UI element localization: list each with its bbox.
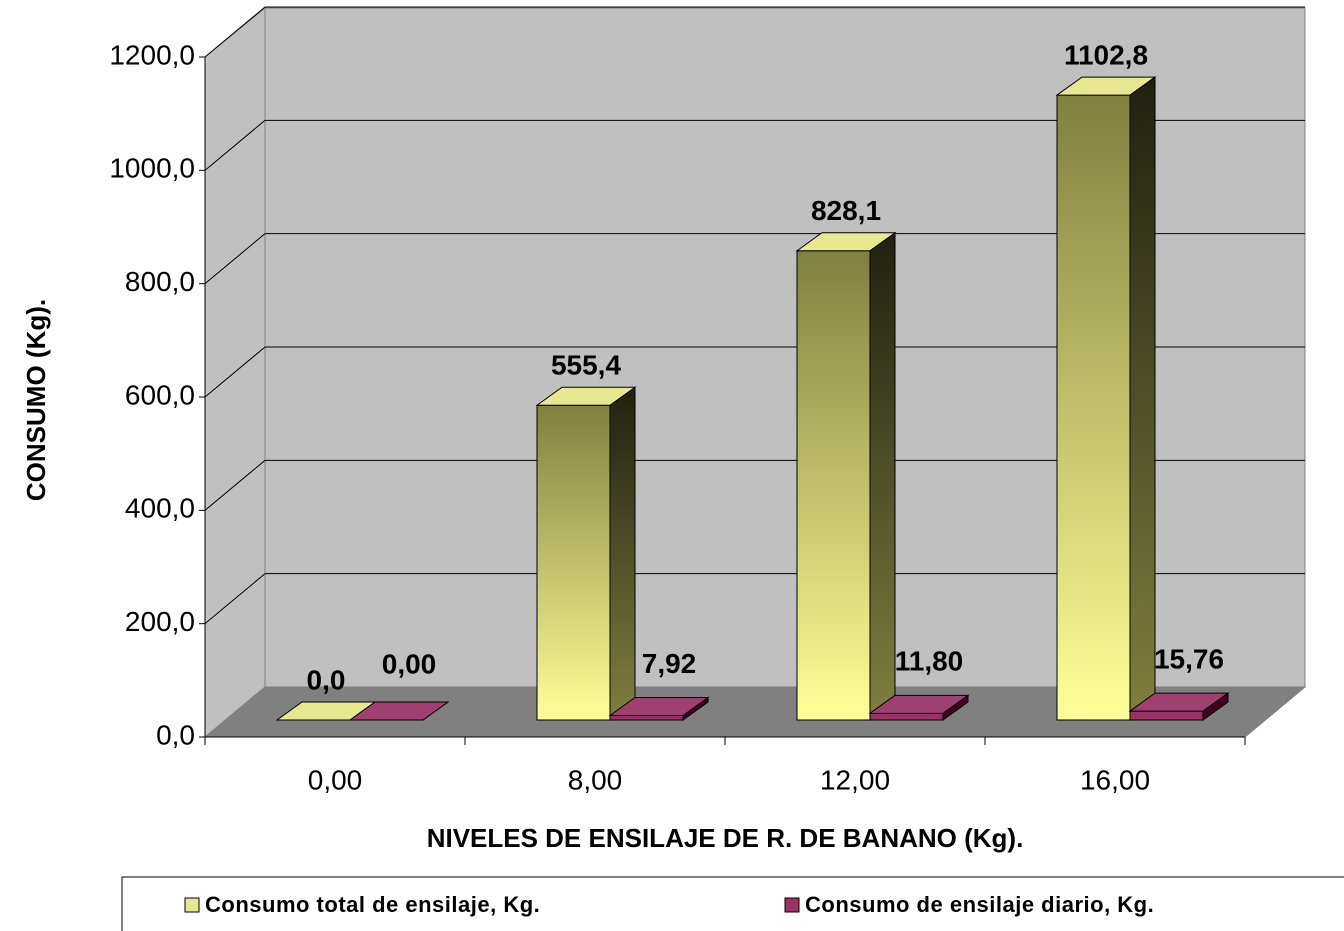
grid-line xyxy=(204,459,266,511)
data-label: 15,76 xyxy=(1154,643,1224,674)
grid-line xyxy=(204,233,266,285)
x-tick-label: 8,00 xyxy=(568,764,623,795)
x-tick-label: 0,00 xyxy=(308,764,363,795)
bar-side xyxy=(1129,76,1156,721)
x-tick-label: 16,00 xyxy=(1080,764,1150,795)
data-label: 0,0 xyxy=(307,664,346,695)
data-label: 0,00 xyxy=(382,648,437,679)
data-label: 828,1 xyxy=(811,195,881,226)
data-label: 7,92 xyxy=(642,648,697,679)
bar-side xyxy=(609,386,636,721)
legend-box xyxy=(121,876,1344,931)
bar-front xyxy=(869,712,944,721)
y-tick-label: 0,0 xyxy=(156,719,195,750)
legend-swatch xyxy=(784,897,800,913)
bar-front xyxy=(1129,710,1204,721)
x-axis-title: NIVELES DE ENSILAJE DE R. DE BANANO (Kg)… xyxy=(427,823,1024,853)
grid-line xyxy=(204,346,266,398)
y-tick-label: 400,0 xyxy=(125,493,195,524)
legend-label: Consumo de ensilaje diario, Kg. xyxy=(805,892,1154,917)
bar-top xyxy=(608,697,710,717)
y-tick-label: 1200,0 xyxy=(109,39,195,70)
y-tick-label: 1000,0 xyxy=(109,153,195,184)
x-tick-label: 12,00 xyxy=(820,764,890,795)
bar-front xyxy=(609,715,684,721)
y-tick-label: 200,0 xyxy=(125,606,195,637)
y-axis-title: CONSUMO (Kg). xyxy=(21,299,51,501)
grid-line xyxy=(204,119,266,171)
bar-top xyxy=(795,232,897,252)
data-label: 555,4 xyxy=(551,350,621,381)
data-label: 11,80 xyxy=(895,646,964,677)
bar-front xyxy=(796,250,871,721)
y-tick-label: 800,0 xyxy=(125,266,195,297)
bar-side xyxy=(869,231,896,721)
data-label: 1102,8 xyxy=(1064,39,1148,70)
legend-label: Consumo total de ensilaje, Kg. xyxy=(205,892,540,917)
y-tick-label: 600,0 xyxy=(125,379,195,410)
bar-front xyxy=(1056,94,1131,721)
bar-front xyxy=(536,404,611,721)
grid-line xyxy=(204,6,266,58)
bar-top xyxy=(535,386,637,406)
legend-swatch xyxy=(184,897,200,913)
bar-top xyxy=(1128,692,1230,712)
bar-top xyxy=(348,701,450,721)
bar-top xyxy=(1055,76,1157,96)
bar-top xyxy=(868,694,970,714)
grid-line xyxy=(204,573,266,625)
